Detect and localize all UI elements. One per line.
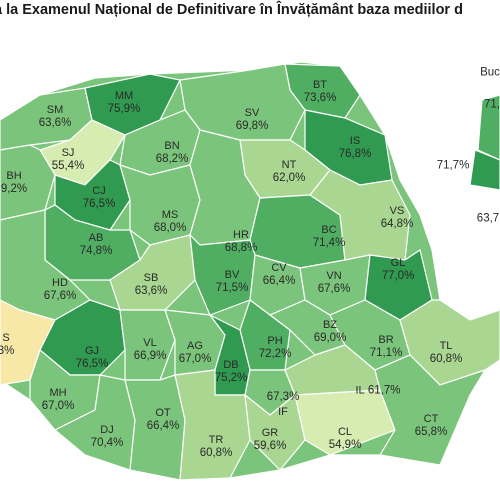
county-label-MS: MS 68,0%: [153, 209, 187, 234]
county-label-BT: BT 73,6%: [303, 79, 337, 104]
county-label-SJ: SJ 55,4%: [51, 147, 85, 172]
county-label-VN: VN 67,6%: [317, 270, 351, 295]
county-label-AB: AB 74,8%: [79, 232, 113, 257]
county-label-NT: NT 62,0%: [272, 159, 306, 184]
inset-value-2: 71,7%: [436, 159, 470, 172]
county-label-SB: SB 63,6%: [134, 272, 168, 297]
county-label-GL: GL 77,0%: [381, 257, 415, 282]
county-CT: [374, 354, 487, 466]
inset-value-3: 63,7: [476, 212, 500, 225]
county-label-OT: OT 66,4%: [146, 407, 180, 432]
county-label-CJ: CJ 76,5%: [82, 185, 116, 210]
county-label-DJ: DJ 70,4%: [90, 424, 124, 449]
inset-value-1: 71,: [484, 98, 500, 111]
county-label-CV: CV 66,4%: [262, 262, 296, 287]
county-CL: [294, 389, 396, 456]
county-label-BR: BR 71,1%: [369, 334, 403, 359]
inset-sector-north: [477, 94, 500, 161]
county-label-S: S 3%: [0, 332, 15, 357]
inset-title: Buc: [480, 66, 500, 79]
inset-sector-east: [469, 149, 500, 191]
county-label-GJ: GJ 76,5%: [75, 345, 109, 370]
map-title: a la Examenul Național de Definitivare î…: [0, 2, 463, 18]
county-label-IL: IL 61,7%: [355, 384, 401, 397]
county-label-CL: CL 54,9%: [328, 426, 362, 451]
county-label-AG: AG 67,0%: [178, 340, 212, 365]
county-label-SV: SV 69,8%: [235, 107, 269, 132]
county-label-TR: TR 60,8%: [199, 434, 233, 459]
county-label-PH: PH 72,2%: [258, 335, 292, 360]
county-label-BV: BV 71,5%: [215, 269, 249, 294]
county-label-IS: IS 76,8%: [338, 135, 372, 160]
county-label-GR: GR 59,6%: [253, 427, 287, 452]
county-label-BC: BC 71,4%: [312, 224, 346, 249]
county-label-VS: VS 64,8%: [380, 205, 414, 230]
county-label-DB: DB 75,2%: [214, 359, 248, 384]
county-label-IF: IF 67,3%: [266, 391, 300, 418]
county-label-CT: CT 65,8%: [414, 413, 448, 438]
county-label-BN: BN 68,2%: [155, 140, 189, 165]
county-label-MH: MH 67,0%: [41, 387, 75, 412]
county-label-MM: MM 75,9%: [107, 90, 141, 115]
county-label-VL: VL 66,9%: [133, 337, 167, 362]
county-label-BH: BH 9,2%: [0, 170, 28, 195]
county-label-HR: HR 68,8%: [224, 229, 258, 254]
county-label-BZ: BZ 69,0%: [313, 319, 347, 344]
county-label-SM: SM 63,6%: [38, 104, 72, 129]
county-label-TL: TL 60,8%: [429, 340, 463, 365]
county-label-HD: HD 67,6%: [43, 277, 77, 302]
